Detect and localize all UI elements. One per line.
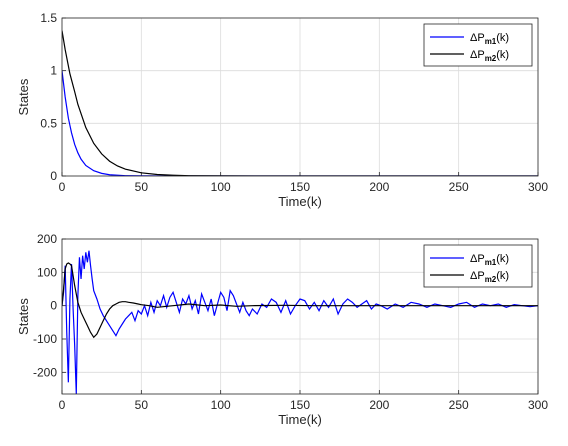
series-line-1 — [62, 70, 538, 176]
y-tick-label: -100 — [33, 332, 57, 346]
x-tick-label: 0 — [59, 180, 66, 194]
x-tick-label: 300 — [528, 398, 548, 412]
x-tick-label: 250 — [449, 398, 469, 412]
x-tick-label: 250 — [449, 180, 469, 194]
y-tick-label: 0 — [50, 169, 57, 183]
axes-frame — [61, 238, 539, 395]
x-axis-label: Time(k) — [278, 412, 322, 427]
legend-label-1: ΔPm1(k) — [470, 253, 509, 267]
legend-label-1: ΔPm1(k) — [470, 32, 509, 46]
axes-frame — [61, 17, 539, 177]
series-line-1 — [62, 250, 538, 394]
x-tick-label: 100 — [211, 180, 231, 194]
x-tick-label: 50 — [135, 398, 149, 412]
x-tick-label: 200 — [369, 180, 389, 194]
top-chart: 0 50 100 150 200 250 300 0 0.5 1 1.5 Time(k) States Δ… — [16, 11, 548, 209]
bottom-chart: 0 50 100 150 200 250 300 200 100 0 -100 -200 Time(k)… — [16, 232, 548, 427]
y-tick-label: -200 — [33, 365, 57, 379]
y-axis-label: States — [16, 298, 31, 335]
y-tick-label: 100 — [37, 265, 57, 279]
legend-box — [423, 23, 533, 67]
x-tick-label: 150 — [290, 180, 310, 194]
y-tick-label: 0 — [50, 299, 57, 313]
x-tick-label: 0 — [59, 398, 66, 412]
x-tick-label: 150 — [290, 398, 310, 412]
series-line-2 — [62, 262, 538, 339]
legend-label-2: ΔPm2(k) — [470, 270, 509, 284]
legend-label-2: ΔPm2(k) — [470, 49, 509, 63]
x-tick-label: 200 — [369, 398, 389, 412]
x-tick-label: 100 — [211, 398, 231, 412]
x-tick-label: 50 — [135, 180, 149, 194]
y-tick-label: 200 — [37, 232, 57, 246]
x-axis-label: Time(k) — [278, 194, 322, 209]
y-tick-label: 1.5 — [40, 11, 57, 25]
y-tick-label: 0.5 — [40, 116, 57, 130]
y-axis-label: States — [16, 78, 31, 115]
x-tick-label: 300 — [528, 180, 548, 194]
legend-box — [423, 244, 533, 288]
y-tick-label: 1 — [50, 64, 57, 78]
